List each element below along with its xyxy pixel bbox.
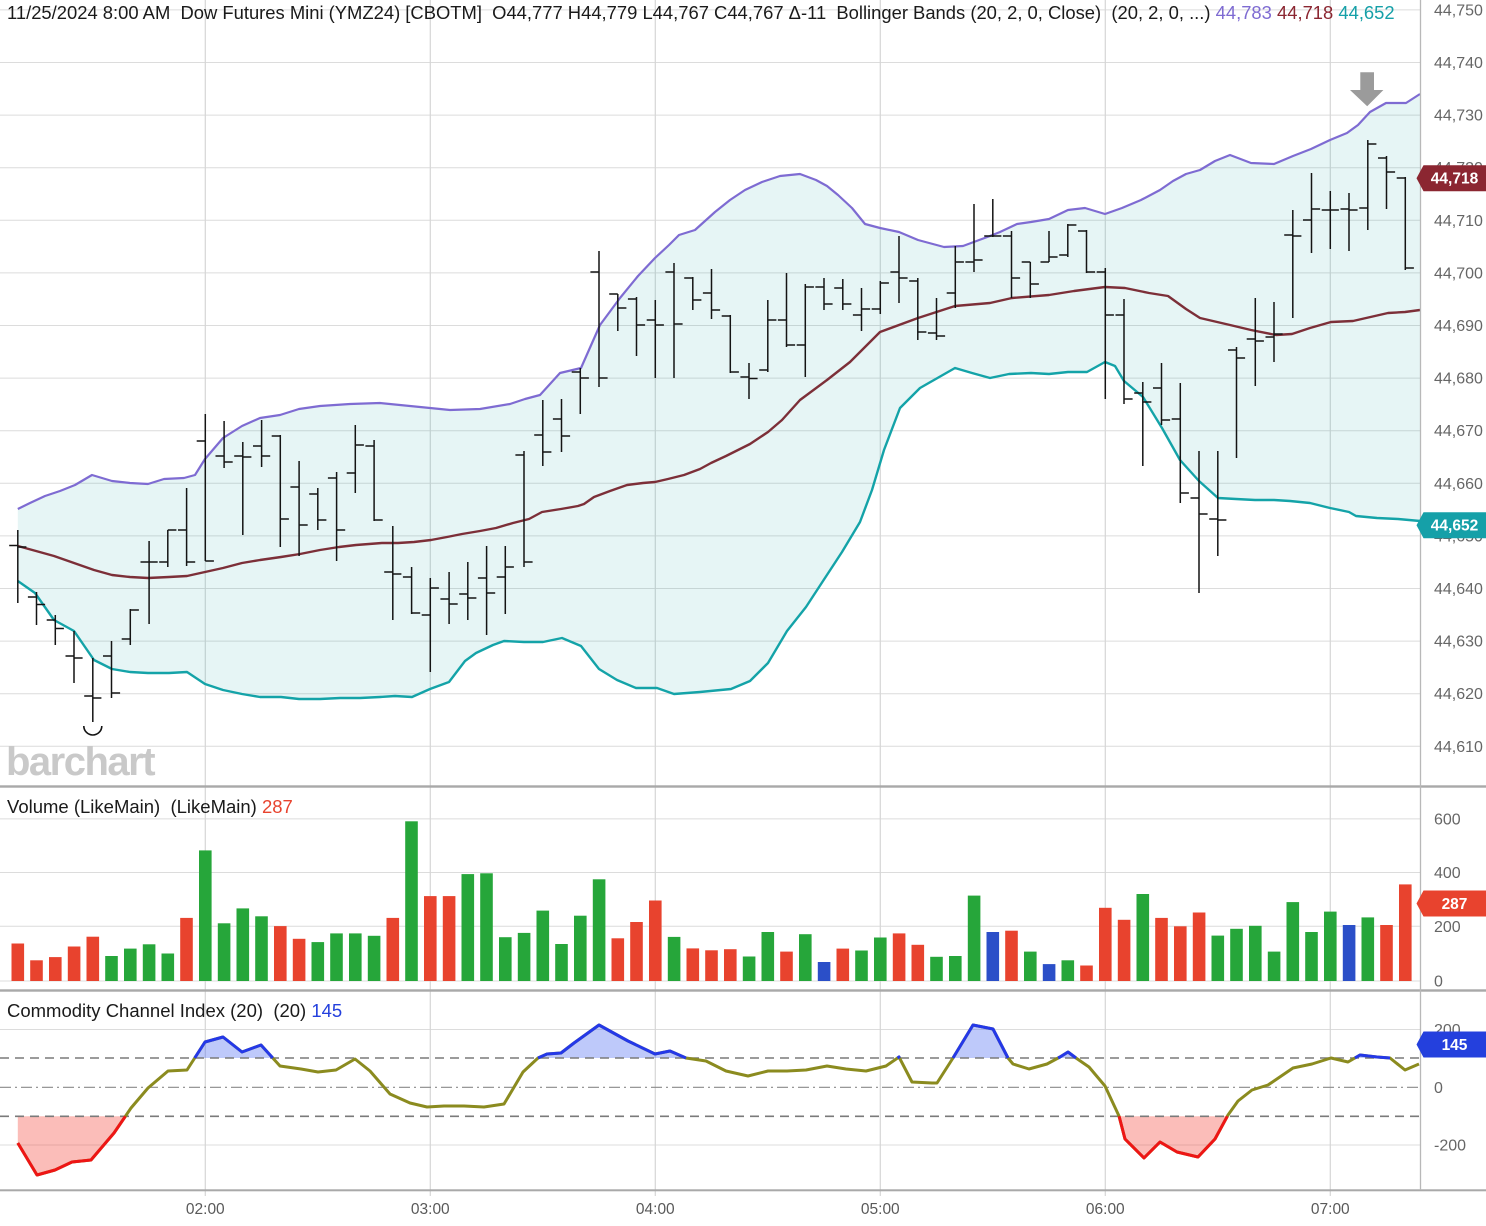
svg-text:05:00: 05:00	[861, 1201, 900, 1218]
svg-text:44,750: 44,750	[1434, 2, 1483, 19]
svg-text:barchart: barchart	[6, 740, 155, 784]
svg-text:44,730: 44,730	[1434, 108, 1483, 125]
svg-text:44,620: 44,620	[1434, 686, 1483, 703]
svg-text:44,652: 44,652	[1431, 518, 1478, 535]
svg-text:44,640: 44,640	[1434, 581, 1483, 598]
svg-text:11/25/2024 8:00 AM Dow Future: 11/25/2024 8:00 AM Dow Futures Mini (YMZ…	[7, 2, 1395, 23]
svg-text:400: 400	[1434, 865, 1461, 882]
svg-text:200: 200	[1434, 919, 1461, 936]
svg-text:44,718: 44,718	[1431, 171, 1479, 188]
svg-text:44,670: 44,670	[1434, 423, 1483, 440]
svg-text:44,740: 44,740	[1434, 55, 1483, 72]
svg-text:06:00: 06:00	[1086, 1201, 1125, 1218]
svg-text:04:00: 04:00	[636, 1201, 675, 1218]
svg-text:0: 0	[1434, 974, 1443, 991]
svg-text:Commodity Channel Index (20): Commodity Channel Index (20) (20) 145	[7, 1000, 342, 1021]
svg-text:44,680: 44,680	[1434, 371, 1483, 388]
svg-text:44,630: 44,630	[1434, 634, 1483, 651]
svg-text:600: 600	[1434, 811, 1461, 828]
svg-text:145: 145	[1442, 1037, 1468, 1054]
svg-text:44,710: 44,710	[1434, 213, 1483, 230]
svg-text:44,690: 44,690	[1434, 318, 1483, 335]
svg-text:03:00: 03:00	[411, 1201, 450, 1218]
svg-text:44,660: 44,660	[1434, 476, 1483, 493]
svg-text:07:00: 07:00	[1311, 1201, 1350, 1218]
svg-text:02:00: 02:00	[186, 1201, 225, 1218]
svg-text:44,700: 44,700	[1434, 265, 1483, 282]
svg-text:44,610: 44,610	[1434, 739, 1483, 756]
svg-text:-200: -200	[1434, 1138, 1466, 1155]
svg-text:287: 287	[1442, 896, 1468, 913]
svg-text:Volume (LikeMain) (LikeMain): Volume (LikeMain) (LikeMain) 287	[7, 796, 293, 817]
svg-text:0: 0	[1434, 1080, 1443, 1097]
